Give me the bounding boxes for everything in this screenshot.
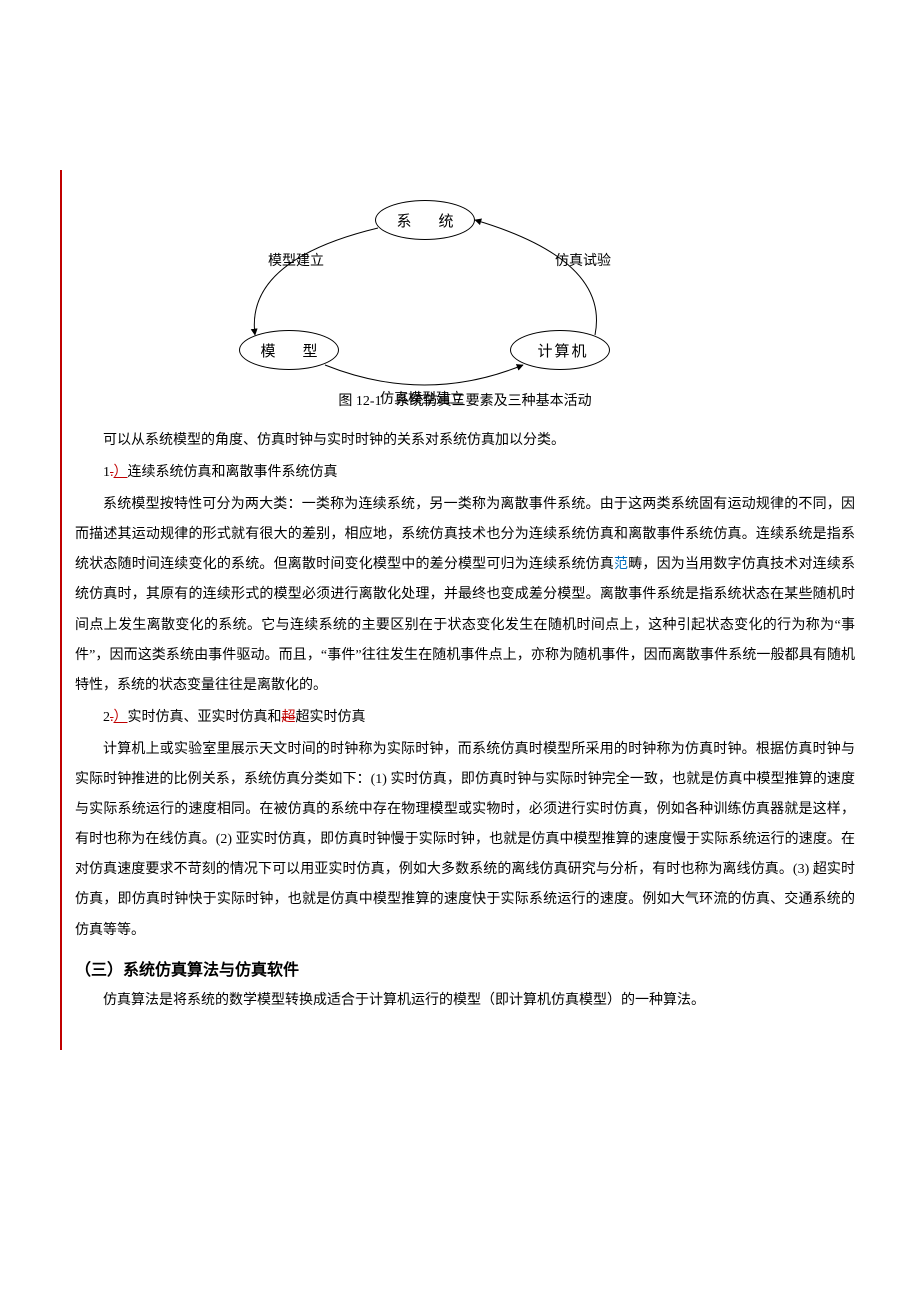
paragraph-3: 仿真算法是将系统的数学模型转换成适合于计算机运行的模型（即计算机仿真模型）的一种… [75, 986, 855, 1016]
paragraph-1: 系统模型按特性可分为两大类：一类称为连续系统，另一类称为离散事件系统。由于这两类… [75, 490, 855, 701]
edge-label-build-model: 模型建立 [268, 250, 324, 270]
item2-inserted: ） [114, 710, 128, 725]
heading-3: （三）系统仿真算法与仿真软件 [75, 956, 855, 980]
edge-label-build-sim-model: 仿真模型建立 [380, 388, 464, 408]
diagram-figure-12-1: 系 统 模 型 计算机 模型建立 仿真模型建立 仿真试验 [75, 170, 855, 380]
revision-bar [60, 170, 62, 1050]
node-model-label: 模 型 [260, 340, 323, 361]
p1-blue-char: 范 [614, 557, 628, 572]
item1-num: 1 [103, 465, 110, 480]
node-computer: 计算机 [510, 330, 610, 370]
intro-paragraph: 可以从系统模型的角度、仿真时钟与实时时钟的关系对系统仿真加以分类。 [75, 426, 855, 456]
list-item-2: 2.）实时仿真、亚实时仿真和超超实时仿真 [75, 703, 855, 733]
p1-tail: 畴，因为当用数字仿真技术对连续系统仿真时，其原有的连续形式的模型必须进行离散化处… [75, 557, 855, 692]
node-system: 系 统 [375, 200, 475, 240]
item2-rest: 超实时仿真 [296, 710, 366, 725]
item1-inserted: ） [114, 465, 128, 480]
item2-pre: 实时仿真、亚实时仿真和 [128, 710, 282, 725]
edge-label-sim-experiment: 仿真试验 [555, 250, 611, 270]
figure-caption: 图 12-1 系统仿真三要素及三种基本活动 [75, 390, 855, 410]
item2-struck-b: 超 [282, 710, 296, 725]
item2-num: 2 [103, 710, 110, 725]
node-model: 模 型 [239, 330, 339, 370]
paragraph-2: 计算机上或实验室里展示天文时间的时钟称为实际时钟，而系统仿真时模型所采用的时钟称… [75, 735, 855, 946]
list-item-1: 1.）连续系统仿真和离散事件系统仿真 [75, 458, 855, 488]
node-computer-label: 计算机 [537, 340, 588, 361]
diagram-edges [75, 170, 855, 380]
page-content: 系 统 模 型 计算机 模型建立 仿真模型建立 仿真试验 图 12-1 系统仿真… [75, 170, 855, 1016]
node-system-label: 系 统 [396, 210, 459, 231]
item1-text: 连续系统仿真和离散事件系统仿真 [128, 465, 338, 480]
